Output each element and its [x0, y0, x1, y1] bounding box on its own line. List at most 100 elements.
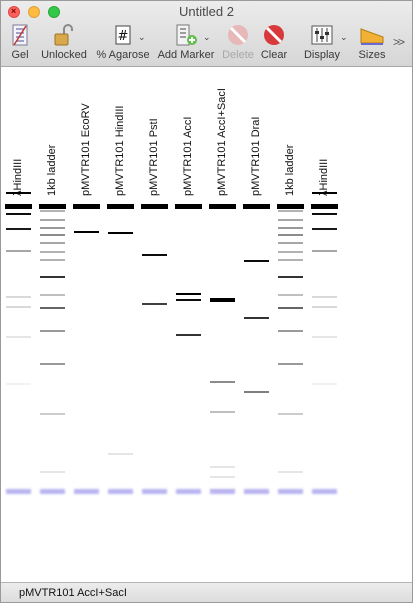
gel-band[interactable] [6, 228, 31, 230]
gel-band[interactable] [278, 219, 303, 221]
gel-band[interactable] [176, 299, 201, 301]
dye-front [74, 489, 99, 494]
zoom-window-button[interactable] [48, 6, 60, 18]
gel-band[interactable] [244, 391, 269, 393]
clear-button[interactable]: Clear [259, 23, 289, 61]
gel-band[interactable] [244, 260, 269, 262]
gel-band[interactable] [210, 411, 235, 413]
gel-band[interactable] [278, 227, 303, 229]
gel-band[interactable] [40, 363, 65, 365]
gel-band[interactable] [108, 453, 133, 455]
gel-band[interactable] [278, 330, 303, 332]
lane-label: pMVTR101 AccI [182, 116, 194, 196]
add-marker-icon [174, 23, 198, 47]
gel-band[interactable] [6, 296, 31, 298]
gel-band[interactable] [40, 471, 65, 473]
gel-band[interactable] [278, 276, 303, 278]
gel-band[interactable] [6, 383, 31, 385]
dye-front [142, 489, 167, 494]
gel-band[interactable] [244, 317, 269, 319]
gel-band[interactable] [6, 250, 31, 252]
close-x-icon: × [11, 6, 17, 16]
gel-band[interactable] [278, 471, 303, 473]
dye-front [40, 489, 65, 494]
gel-band[interactable] [6, 336, 31, 338]
lane-well[interactable] [107, 204, 134, 209]
lane-well[interactable] [209, 204, 236, 209]
gel-band[interactable] [40, 219, 65, 221]
gel-band[interactable] [6, 192, 31, 194]
gel-band[interactable] [278, 242, 303, 244]
lane-well[interactable] [175, 204, 202, 209]
gel-band[interactable] [210, 476, 235, 478]
display-chevron-down-icon[interactable]: ⌄ [340, 32, 348, 42]
delete-button[interactable]: Delete [220, 23, 256, 61]
lane-well[interactable] [311, 204, 338, 209]
gel-band[interactable] [40, 210, 65, 212]
gel-band[interactable] [40, 276, 65, 278]
gel-band[interactable] [176, 334, 201, 336]
gel-icon [11, 23, 29, 47]
gel-band[interactable] [176, 293, 201, 295]
display-button[interactable]: Display [301, 23, 343, 61]
dye-front [278, 489, 303, 494]
lane-well[interactable] [277, 204, 304, 209]
gel-band[interactable] [312, 228, 337, 230]
gel-band[interactable] [74, 231, 99, 233]
gel-band[interactable] [312, 336, 337, 338]
lane-well[interactable] [39, 204, 66, 209]
gel-band[interactable] [40, 294, 65, 296]
gel-band[interactable] [40, 251, 65, 253]
gel-band[interactable] [210, 466, 235, 468]
gel-band[interactable] [278, 259, 303, 261]
close-window-button[interactable]: × [8, 6, 20, 18]
display-label: Display [303, 49, 341, 61]
status-text: pMVTR101 AccI+SacI [19, 587, 127, 599]
gel-band[interactable] [278, 363, 303, 365]
lane-well[interactable] [5, 204, 32, 209]
lane-well[interactable] [73, 204, 100, 209]
gel-band[interactable] [278, 210, 303, 212]
lane-label: pMVTR101 HindIII [114, 105, 126, 196]
gel-band[interactable] [278, 413, 303, 415]
gel-band[interactable] [40, 413, 65, 415]
gel-band[interactable] [40, 330, 65, 332]
sizes-button[interactable]: Sizes [356, 23, 388, 61]
gel-band[interactable] [312, 296, 337, 298]
gel-band[interactable] [312, 213, 337, 215]
gel-band[interactable] [40, 307, 65, 309]
gel-band[interactable] [278, 307, 303, 309]
gel-button[interactable]: Gel [7, 23, 33, 61]
lane-well[interactable] [243, 204, 270, 209]
agarose-chevron-down-icon[interactable]: ⌄ [138, 32, 146, 42]
gel-band[interactable] [40, 234, 65, 236]
gel-band[interactable] [142, 254, 167, 256]
add-marker-button[interactable]: Add Marker [156, 23, 216, 61]
gel-band[interactable] [142, 303, 167, 305]
gel-band[interactable] [312, 192, 337, 194]
gel-canvas[interactable]: λHindIII 1kb ladder pMVTR101 EcoRV pMVTR101… [1, 68, 412, 582]
minimize-window-button[interactable] [28, 6, 40, 18]
gel-band[interactable] [312, 383, 337, 385]
gel-band[interactable] [40, 242, 65, 244]
gel-band[interactable] [6, 306, 31, 308]
agarose-button[interactable]: # % Agarose [95, 23, 151, 61]
gel-band[interactable] [278, 234, 303, 236]
hash-icon: # [113, 23, 133, 47]
lock-toggle-button[interactable]: Unlocked [40, 23, 88, 61]
overflow-chevrons-icon[interactable]: >> [393, 35, 405, 49]
lane-well[interactable] [141, 204, 168, 209]
gel-band[interactable] [278, 294, 303, 296]
gel-band[interactable] [210, 298, 235, 302]
gel-band[interactable] [278, 251, 303, 253]
gel-band[interactable] [312, 306, 337, 308]
window-title: Untitled 2 [179, 4, 234, 19]
dye-front [312, 489, 337, 494]
gel-band[interactable] [312, 250, 337, 252]
marker-chevron-down-icon[interactable]: ⌄ [203, 32, 211, 42]
gel-band[interactable] [40, 227, 65, 229]
gel-band[interactable] [40, 259, 65, 261]
gel-band[interactable] [210, 381, 235, 383]
gel-band[interactable] [6, 213, 31, 215]
gel-band[interactable] [108, 232, 133, 234]
